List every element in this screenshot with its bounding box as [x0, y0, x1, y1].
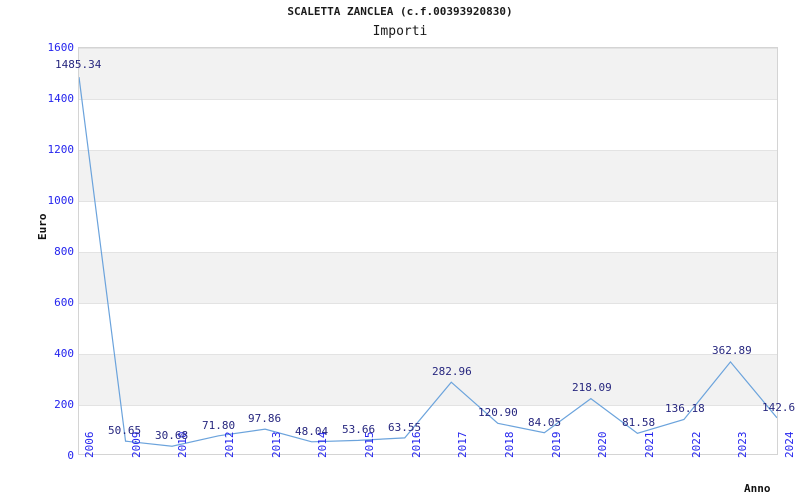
data-series-line	[79, 48, 777, 454]
x-tick-label: 2019	[549, 431, 563, 459]
data-point-label: 63.55	[388, 421, 422, 434]
x-tick-label: 2017	[456, 431, 470, 459]
x-tick-label: 2018	[503, 431, 516, 459]
x-tick-label: 2024	[783, 431, 796, 459]
data-point-label: 71.80	[202, 419, 236, 432]
data-point-label: 53.66	[342, 423, 376, 436]
gridline	[79, 99, 777, 100]
data-point-label: 136.18	[665, 402, 705, 415]
x-tick-label: 2022	[689, 431, 703, 459]
x-tick-label: 2012	[223, 431, 236, 459]
data-point-label: 97.86	[248, 412, 282, 425]
data-point-label: 81.58	[622, 416, 656, 429]
gridline	[79, 150, 777, 151]
y-tick-label: 1600	[47, 41, 75, 54]
gridline	[79, 201, 777, 202]
data-point-label: 362.89	[712, 344, 752, 357]
gridline	[79, 252, 777, 253]
plot-area	[78, 47, 778, 455]
data-point-label: 48.04	[295, 425, 329, 438]
data-point-label: 30.68	[155, 429, 189, 442]
y-tick-label: 1200	[47, 143, 75, 156]
x-axis-title: Anno	[744, 482, 771, 495]
y-axis-title: Euro	[36, 213, 49, 241]
x-tick-label: 2020	[596, 431, 610, 459]
y-tick-label: 400	[54, 347, 74, 360]
x-tick-label: 2023	[736, 431, 750, 459]
data-point-label: 84.05	[528, 416, 562, 429]
gridline	[79, 354, 777, 355]
y-tick-label: 0	[67, 449, 74, 462]
data-point-label: 1485.34	[55, 58, 102, 71]
plot-band	[79, 354, 777, 405]
plot-band	[79, 48, 777, 99]
plot-band	[79, 252, 777, 303]
x-tick-label: 2021	[643, 431, 656, 459]
x-tick-label: 2006	[83, 431, 96, 459]
y-tick-label: 600	[54, 296, 74, 309]
y-tick-label: 1400	[47, 92, 75, 105]
x-tick-label: 2016	[409, 431, 423, 459]
data-point-label: 50.65	[108, 424, 142, 437]
data-point-label: 142.6	[762, 401, 796, 414]
data-point-label: 218.09	[572, 381, 612, 394]
gridline	[79, 405, 777, 406]
y-tick-label: 200	[54, 398, 74, 411]
chart-subtitle: Importi	[372, 24, 428, 39]
y-axis: 0 200 400 600 800 1000 1200 1400 1600 Euro	[0, 0, 74, 500]
x-tick-label: 2013	[269, 431, 283, 459]
chart-title: SCALETTA ZANCLEA (c.f.00393920830)	[287, 5, 513, 18]
gridline	[79, 303, 777, 304]
gridline	[79, 48, 777, 49]
data-point-label: 120.90	[478, 406, 518, 419]
y-tick-label: 1000	[47, 194, 75, 207]
y-tick-label: 800	[54, 245, 74, 258]
plot-band	[79, 150, 777, 201]
data-point-label: 282.96	[432, 365, 472, 378]
